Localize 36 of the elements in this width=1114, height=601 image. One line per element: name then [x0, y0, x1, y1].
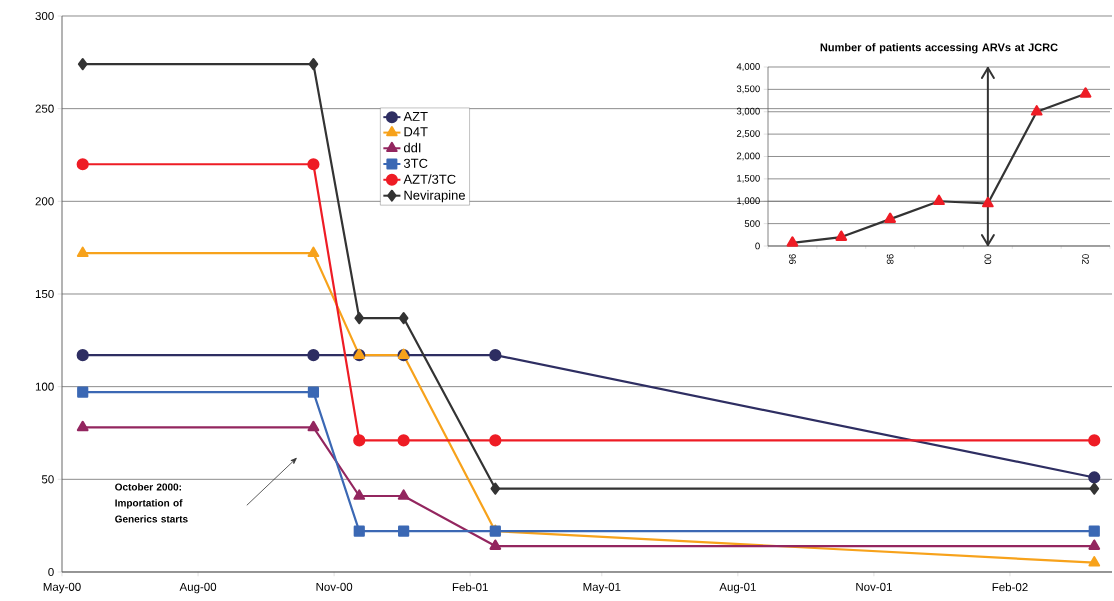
- y-tick-label: 150: [35, 289, 54, 299]
- y-tick-label: 50: [41, 475, 54, 484]
- legend-label: D4T: [404, 127, 428, 137]
- x-tick-label: 00: [984, 254, 992, 264]
- x-tick-label: Nov-00: [316, 582, 353, 591]
- chart-title: Number of patients accessing ARVs at JCRC: [820, 43, 1058, 54]
- legend-label: AZT: [403, 111, 428, 121]
- y-tick-label: 1,000: [737, 197, 760, 206]
- y-tick-label: 0: [755, 242, 760, 250]
- y-tick-label: 500: [744, 220, 760, 227]
- y-tick-label: 4,000: [736, 63, 760, 71]
- x-tick-label: 96: [789, 254, 796, 264]
- y-tick-label: 3,500: [736, 85, 760, 94]
- x-tick-label: May-01: [583, 582, 621, 594]
- x-tick-label: May-00: [43, 582, 81, 594]
- legend-label: Nevirapine: [404, 190, 465, 203]
- y-tick-label: 1,500: [737, 174, 760, 183]
- y-tick-label: 0: [48, 567, 54, 577]
- legend-label: 3TC: [403, 158, 428, 168]
- y-tick-label: 2,000: [736, 152, 760, 161]
- y-tick-label: 300: [35, 11, 54, 21]
- x-tick-label: Feb-02: [992, 582, 1028, 592]
- x-tick-label: 98: [886, 254, 894, 264]
- annotation: October 2000: Importation of Generics starts: [115, 483, 188, 523]
- y-tick-label: 100: [35, 382, 54, 391]
- legend-label: ddI: [403, 142, 421, 153]
- x-tick-label: 02: [1082, 254, 1089, 264]
- x-tick-label: Feb-01: [452, 582, 488, 592]
- legend-label: AZT/3TC: [403, 174, 456, 184]
- y-tick-label: 200: [35, 197, 54, 206]
- x-tick-label: Aug-01: [719, 582, 756, 594]
- y-tick-label: 2,500: [736, 130, 760, 139]
- x-tick-label: Nov-01: [856, 582, 892, 591]
- y-tick-label: 3,000: [736, 107, 760, 116]
- y-tick-label: 250: [35, 104, 54, 113]
- x-tick-label: Aug-00: [179, 582, 217, 594]
